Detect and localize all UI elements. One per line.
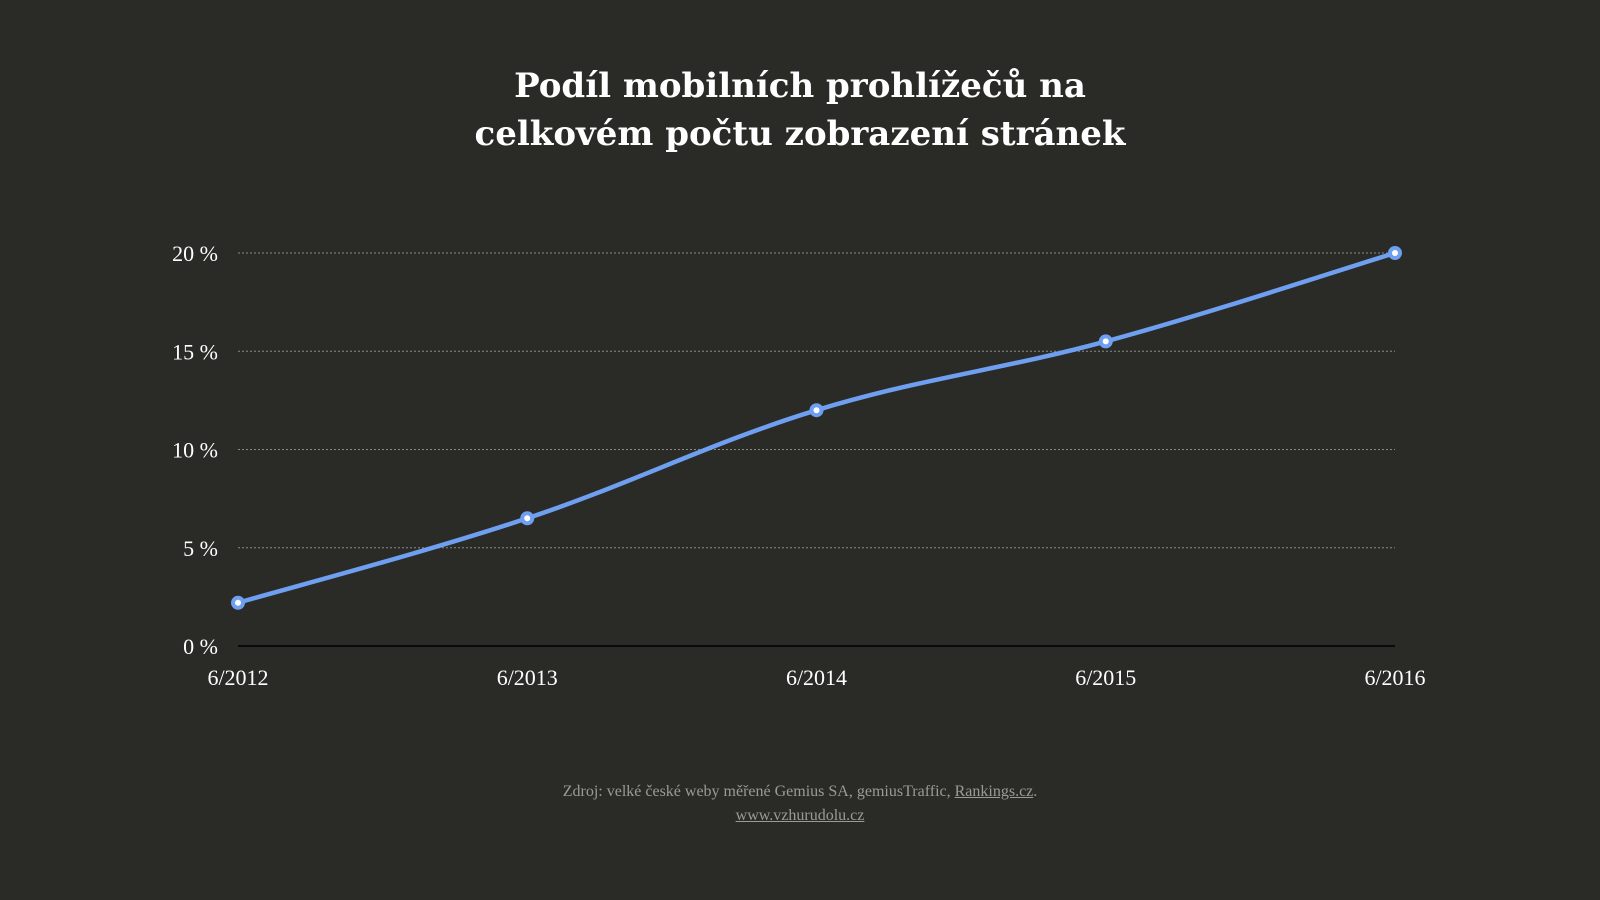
data-point xyxy=(1098,334,1113,349)
data-point-center xyxy=(1102,338,1109,345)
x-tick-label: 6/2016 xyxy=(1364,665,1425,690)
data-point xyxy=(1388,246,1402,260)
source-text: Zdroj: velké české weby měřené Gemius SA… xyxy=(562,783,955,800)
y-tick-label: 0 % xyxy=(183,634,218,659)
x-axis-ticks: 6/2012 6/2013 6/2014 6/2015 6/2016 xyxy=(207,665,1425,690)
data-point-center xyxy=(235,599,241,606)
y-tick-label: 20 % xyxy=(172,241,218,266)
data-point xyxy=(809,403,824,418)
series-line xyxy=(235,250,1398,606)
x-tick-label: 6/2015 xyxy=(1075,665,1136,690)
y-axis-ticks: 0 % 5 % 10 % 15 % 20 % xyxy=(172,241,218,659)
y-tick-label: 15 % xyxy=(172,339,218,364)
data-point xyxy=(231,595,245,610)
data-point xyxy=(520,511,535,526)
chart-title-line-2: celkovém počtu zobrazení stránek xyxy=(474,114,1126,154)
y-tick-label: 10 % xyxy=(172,438,218,463)
point-layer xyxy=(231,246,1402,610)
source-note: Zdroj: velké české weby měřené Gemius SA… xyxy=(0,780,1600,828)
chart-title-line-1: Podíl mobilních prohlížečů na xyxy=(514,66,1086,106)
x-tick-label: 6/2014 xyxy=(786,665,847,690)
x-tick-label: 6/2013 xyxy=(497,665,558,690)
vzhurudolu-link[interactable]: www.vzhurudolu.cz xyxy=(735,807,865,824)
x-tick-label: 6/2012 xyxy=(207,665,268,690)
source-period: . xyxy=(1033,783,1038,800)
y-tick-label: 5 % xyxy=(183,536,218,561)
chart-title: Podíl mobilních prohlížečů na celkovém p… xyxy=(0,62,1600,158)
source-line-1: Zdroj: velké české weby měřené Gemius SA… xyxy=(0,780,1600,804)
data-point-center xyxy=(524,515,531,522)
source-line-2: www.vzhurudolu.cz xyxy=(0,804,1600,828)
rankings-link[interactable]: Rankings.cz xyxy=(954,783,1034,800)
data-point-center xyxy=(1392,250,1398,256)
series-layer xyxy=(235,250,1398,606)
grid-layer xyxy=(238,252,1395,647)
data-point-center xyxy=(813,407,820,414)
